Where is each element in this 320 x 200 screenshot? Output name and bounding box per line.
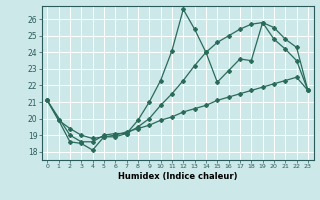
X-axis label: Humidex (Indice chaleur): Humidex (Indice chaleur) xyxy=(118,172,237,181)
